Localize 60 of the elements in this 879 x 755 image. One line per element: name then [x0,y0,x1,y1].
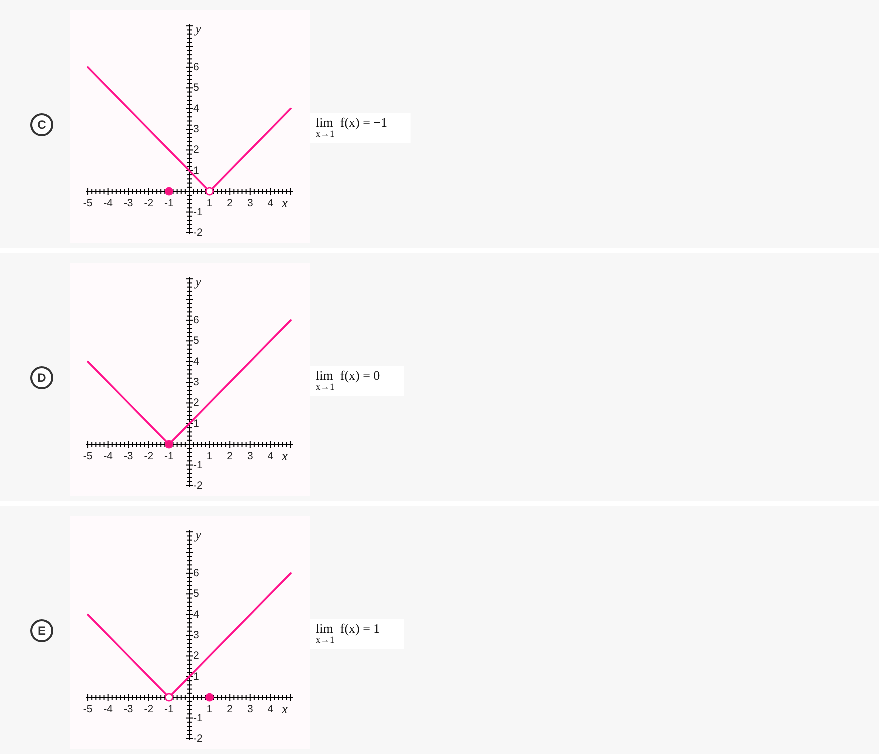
y-tick-label: 4 [194,356,200,368]
y-tick-label: 1 [194,670,200,683]
y-tick-label: 1 [194,164,200,177]
x-axis-title: x [281,196,288,211]
y-tick-label: 6 [194,314,200,326]
x-axis-title: x [281,448,288,464]
y-tick-label: 4 [194,608,200,621]
y-tick-label: -1 [194,712,203,724]
x-tick-label: -5 [83,198,93,210]
y-tick-label: 3 [194,124,200,136]
y-tick-label: 3 [194,376,200,389]
x-tick-label: 3 [247,450,254,463]
y-tick-label: -2 [194,732,203,745]
x-tick-label: 4 [268,704,274,716]
x-tick-label: 3 [247,198,254,210]
x-tick-label: -1 [164,450,174,463]
y-tick-label: 5 [194,588,200,600]
x-tick-label: -3 [124,704,134,716]
x-tick-label: -2 [144,198,154,210]
y-tick-label: 3 [194,630,200,642]
y-tick-label: 4 [194,102,200,115]
y-tick-label: -2 [194,480,203,492]
y-axis-title: y [194,527,202,542]
y-tick-label: -1 [194,459,203,472]
x-axis-title: x [281,702,288,717]
x-tick-label: -3 [124,450,134,463]
x-tick-label: 2 [227,704,234,716]
x-tick-label: -1 [164,198,174,210]
x-tick-label: -4 [104,198,114,210]
x-tick-label: -2 [144,450,154,463]
x-tick-label: 2 [227,450,234,463]
y-tick-label: -1 [194,206,203,218]
x-tick-label: 1 [206,450,213,463]
y-tick-label: 2 [194,397,200,410]
x-tick-label: -4 [104,450,114,463]
x-tick-label: -5 [83,704,93,716]
text: E [38,624,46,638]
y-tick-label: 2 [194,650,200,662]
x-tick-label: -1 [164,704,174,716]
y-tick-label: 6 [194,567,200,580]
y-axis-title: y [194,21,202,36]
y-axis-title: y [194,274,202,289]
text: D [38,371,47,385]
x-tick-label: 2 [227,198,234,210]
y-tick-label: 1 [194,418,200,430]
y-tick-label: 6 [194,61,200,74]
y-tick-label: 5 [194,82,200,94]
x-tick-label: -3 [124,198,134,210]
x-tick-label: 3 [247,704,254,716]
x-tick-label: 4 [268,198,274,210]
x-tick-label: 1 [206,704,213,716]
text: C [38,118,47,132]
x-tick-label: -5 [83,450,93,463]
x-tick-label: -2 [144,704,154,716]
x-tick-label: 1 [206,198,213,210]
x-tick-label: -4 [104,704,114,716]
y-tick-label: 2 [194,144,200,156]
x-tick-label: 4 [268,450,274,463]
y-tick-label: 5 [194,335,200,348]
y-tick-label: -2 [194,226,203,239]
